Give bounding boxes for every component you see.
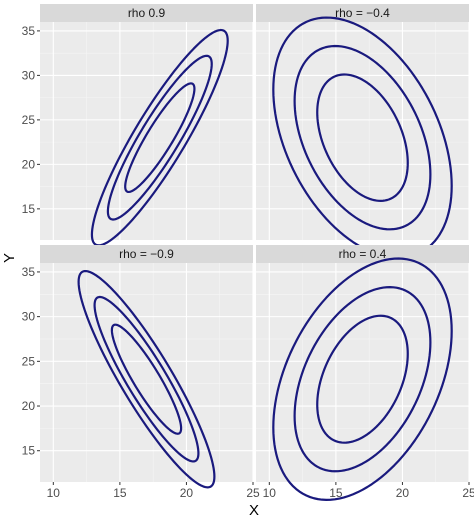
y-tick-label: 20: [22, 157, 36, 171]
strip-label: rho 0.9: [128, 6, 166, 20]
strip-label: rho = −0.4: [335, 6, 390, 20]
contour-line-3: [90, 28, 229, 247]
y-axis-title: Y: [1, 253, 18, 263]
contour-line-1: [316, 73, 409, 202]
y-tick-label: 20: [22, 399, 36, 413]
y-tick-label: 25: [22, 354, 36, 368]
panel-3: rho = −0.9: [40, 245, 254, 489]
y-tick-label: 25: [22, 113, 36, 127]
contour-line-1: [316, 314, 409, 444]
contour-line-2: [106, 54, 213, 221]
x-tick-label: 10: [263, 486, 277, 500]
contour-line-1: [124, 82, 196, 194]
y-tick-label: 30: [22, 310, 36, 324]
contour-line-3: [272, 257, 453, 501]
panel-2: rho = −0.4: [256, 4, 470, 259]
x-tick-label: 15: [329, 486, 343, 500]
strip-background: [40, 4, 253, 22]
y-tick-label: 35: [22, 24, 36, 38]
strip-label: rho = −0.9: [119, 247, 174, 261]
contour-line-2: [293, 286, 432, 473]
x-tick-label: 25: [462, 486, 474, 500]
panel-background: [40, 263, 253, 482]
contour-line-1: [110, 323, 183, 435]
x-axis-title: X: [249, 502, 259, 519]
panel-1: rho 0.9: [40, 4, 254, 247]
panels-layer: rho 0.9 rho = −0.4 rho = −0.9 rho = 0.4: [40, 4, 470, 501]
x-axis: 10 15 20 25 10 15 20 25: [47, 482, 474, 500]
y-tick-label: 15: [22, 202, 36, 216]
x-tick-label: 20: [180, 486, 194, 500]
y-axis: 15 20 25 30 35 15 20 25 30 35: [22, 24, 40, 458]
x-tick-label: 25: [246, 486, 260, 500]
contour-line-3: [77, 269, 216, 489]
panel-background: [256, 263, 469, 482]
panel-4: rho = 0.4: [256, 245, 470, 501]
contour-line-2: [93, 295, 200, 463]
x-tick-label: 10: [47, 486, 61, 500]
y-tick-label: 15: [22, 444, 36, 458]
strip-background: [256, 4, 469, 22]
y-tick-label: 30: [22, 68, 36, 82]
x-tick-label: 15: [113, 486, 127, 500]
panel-background: [256, 22, 469, 240]
strip-background: [40, 245, 253, 263]
contour-line-2: [293, 44, 432, 231]
y-tick-label: 35: [22, 265, 36, 279]
x-tick-label: 20: [396, 486, 410, 500]
strip-background: [256, 245, 469, 263]
panel-background: [40, 22, 253, 240]
strip-label: rho = 0.4: [339, 247, 387, 261]
